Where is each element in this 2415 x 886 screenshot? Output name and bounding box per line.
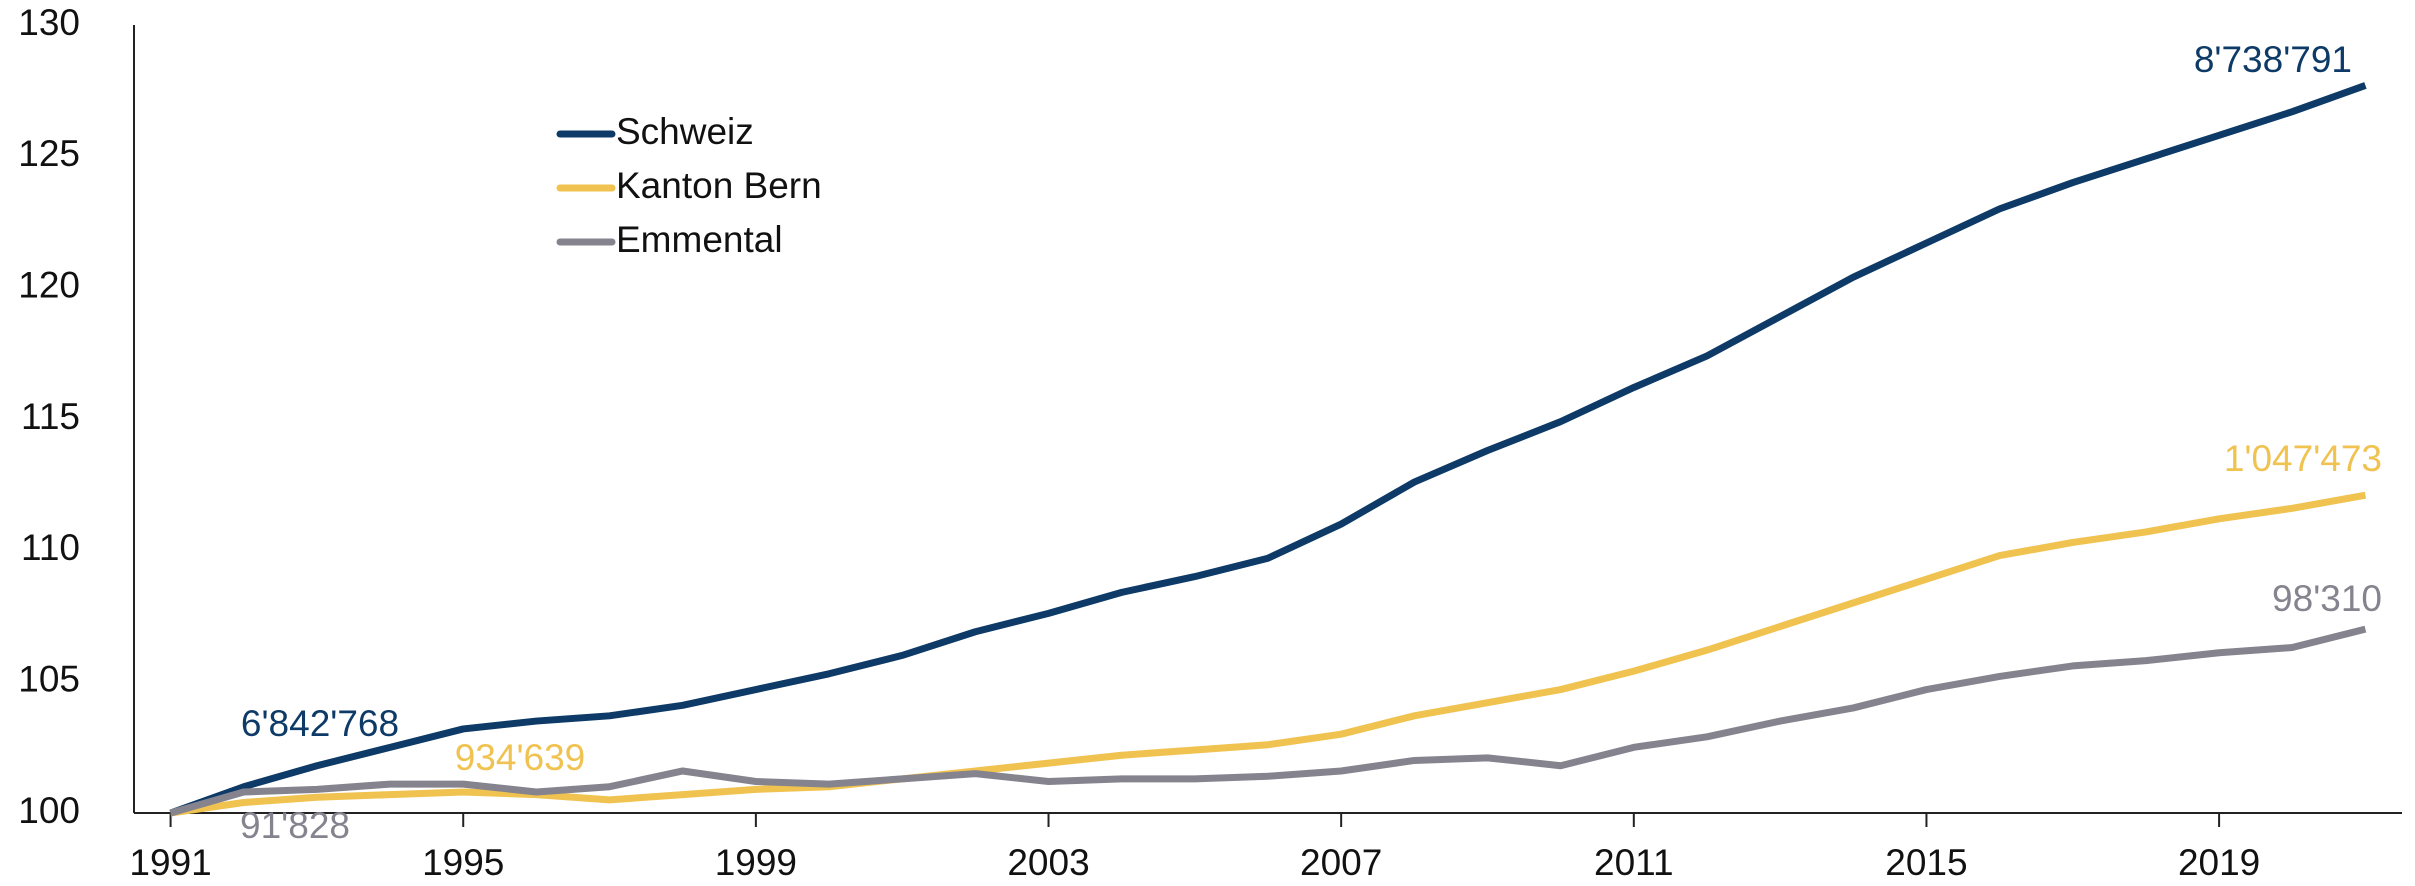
y-tick-label: 120 [18,264,80,305]
x-tick-label: 2015 [1885,842,1967,883]
y-tick-label: 130 [18,2,80,43]
x-tick-label: 1991 [129,842,211,883]
legend-label: Kanton Bern [616,165,822,206]
start-label: 934'639 [455,737,586,778]
line [169,82,2367,817]
line [169,625,2367,817]
x-tick-label: 1995 [422,842,504,883]
end-label: 98'310 [2272,578,2382,619]
start-label: 6'842'768 [241,703,399,744]
y-tick-label: 105 [18,658,80,699]
start-label: 91'828 [240,805,350,846]
end-label: 8'738'791 [2194,39,2352,80]
x-tick-label: 2003 [1007,842,1089,883]
y-tick-label: 115 [21,396,80,437]
x-tick-label: 2011 [1594,842,1674,883]
x-tick-label: 2019 [2178,842,2260,883]
x-tick-label: 1999 [715,842,797,883]
y-tick-label: 110 [21,527,80,568]
x-tick-label: 2007 [1300,842,1382,883]
end-label: 1'047'473 [2224,438,2382,479]
legend-label: Emmental [616,219,783,260]
legend-label: Schweiz [616,111,754,152]
y-tick-label: 100 [18,790,80,831]
y-tick-label: 125 [18,133,80,174]
